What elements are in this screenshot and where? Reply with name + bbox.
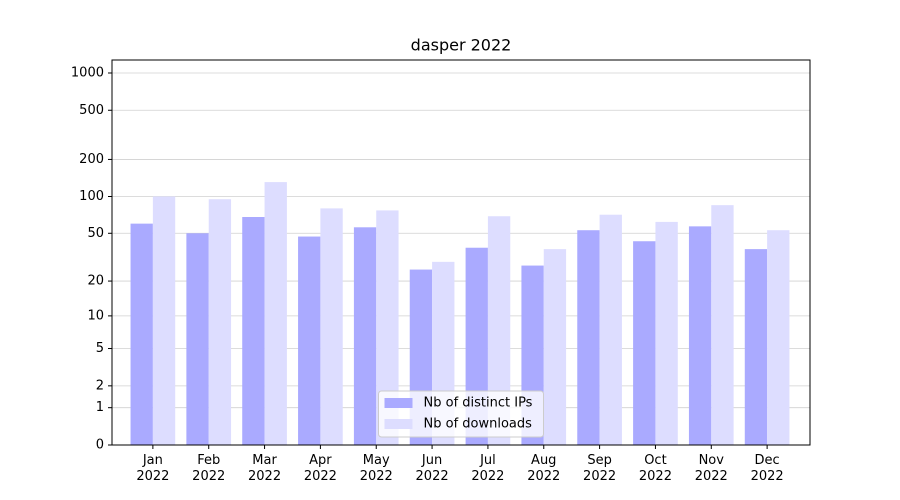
chart-title: dasper 2022	[411, 36, 512, 55]
x-tick-label: Feb 2022	[192, 453, 226, 484]
x-tick-label: Apr 2022	[303, 453, 337, 484]
x-tick-label: Mar 2022	[248, 453, 282, 484]
bar	[711, 205, 734, 445]
x-tick-label: Oct 2022	[638, 453, 672, 484]
bar	[208, 199, 232, 445]
bar	[577, 230, 600, 445]
x-tick-label: Nov 2022	[694, 453, 728, 484]
y-tick-label: 500	[79, 103, 104, 118]
x-tick-label: Jul 2022	[471, 453, 505, 484]
bar	[353, 227, 377, 445]
bar	[152, 196, 176, 445]
bar	[376, 210, 399, 445]
y-tick-label: 200	[79, 152, 104, 167]
bar	[688, 226, 712, 445]
y-tick-label: 10	[87, 308, 104, 323]
legend-swatch	[384, 419, 413, 429]
legend-box	[378, 390, 544, 438]
y-tick-label: 0	[96, 438, 104, 453]
bar	[298, 236, 321, 445]
y-tick-label: 1	[96, 400, 104, 415]
y-tick-label: 2	[96, 378, 104, 393]
legend-label: Nb of distinct IPs	[424, 396, 533, 411]
x-tick-label: Sep 2022	[583, 453, 617, 484]
x-tick-label: Jan 2022	[136, 453, 170, 484]
y-tick-label: 50	[87, 226, 104, 241]
x-tick-label: Dec 2022	[750, 453, 784, 484]
bar	[767, 230, 790, 445]
plot-frame	[111, 59, 811, 446]
bar	[264, 182, 287, 445]
x-tick-label: May 2022	[359, 453, 393, 484]
x-tick-label: Jun 2022	[415, 453, 449, 484]
bar	[655, 221, 678, 445]
y-tick-label: 100	[79, 189, 104, 204]
x-tick-label: Aug 2022	[527, 453, 561, 484]
bar	[744, 249, 768, 445]
bar	[242, 217, 265, 445]
y-tick-label: 5	[96, 341, 104, 356]
legend: Nb of distinct IPs Nb of downloads	[378, 390, 544, 438]
bar	[186, 233, 209, 445]
bar	[543, 249, 567, 445]
bar	[633, 241, 656, 445]
legend-swatch	[384, 398, 413, 408]
y-tick-label: 20	[87, 274, 104, 289]
bar	[320, 208, 343, 445]
y-tick-label: 1000	[71, 65, 104, 80]
bar	[130, 223, 153, 445]
bar	[487, 216, 511, 445]
bar	[599, 214, 622, 445]
legend-label: Nb of downloads	[424, 417, 533, 432]
